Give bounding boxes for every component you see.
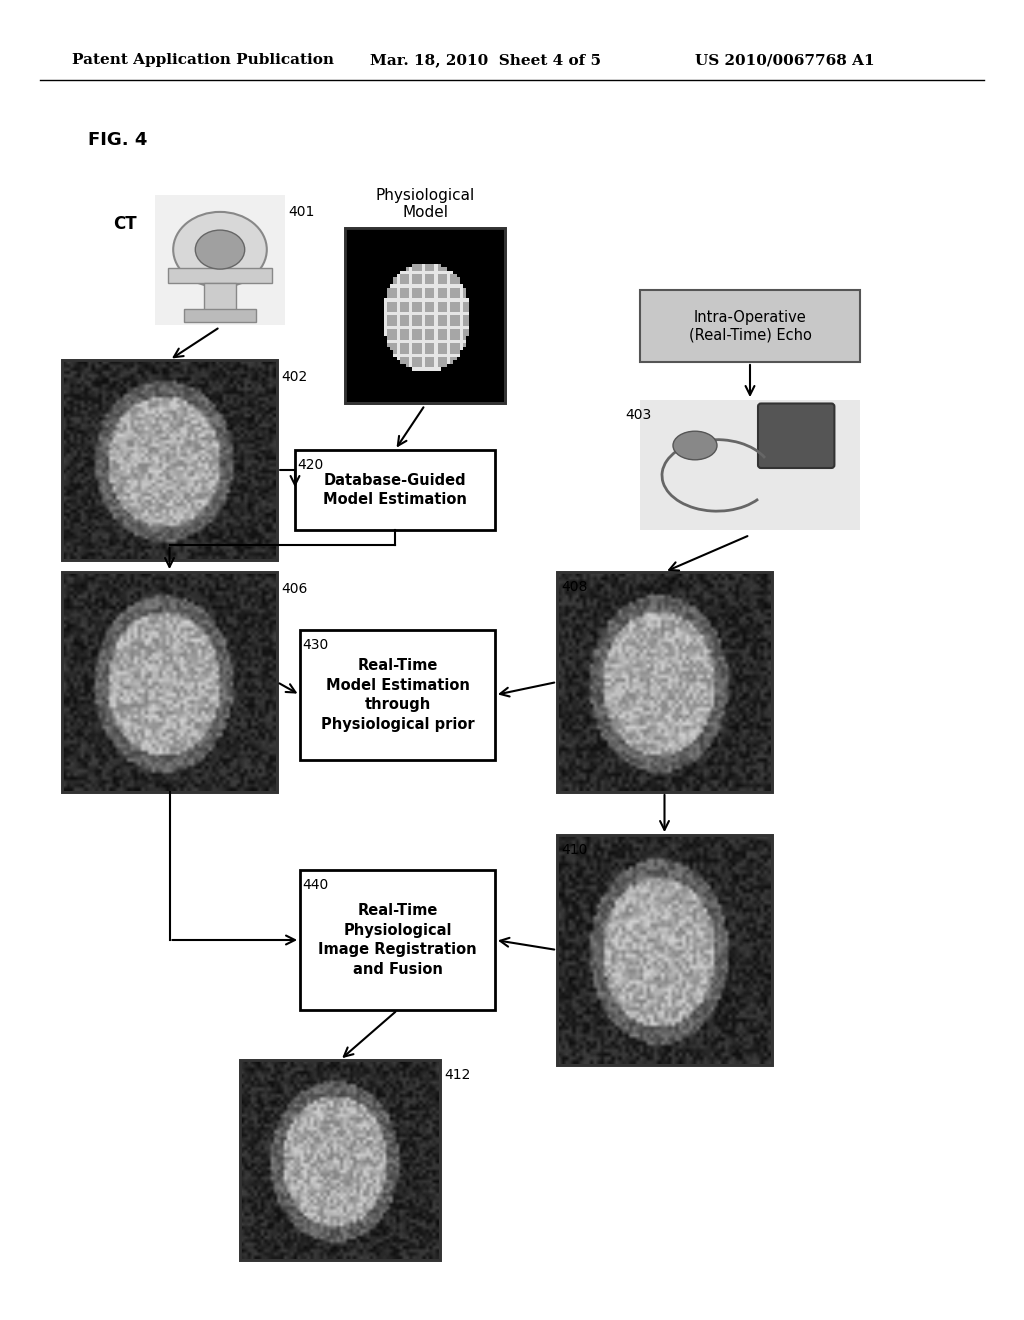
Bar [345,228,505,403]
Bar [557,572,772,792]
Text: Database-Guided
Model Estimation: Database-Guided Model Estimation [323,473,467,507]
Bar [183,309,256,322]
Bar [62,572,278,792]
Bar [557,836,772,1065]
Text: 402: 402 [281,370,307,384]
Bar [240,1060,440,1261]
Text: CT: CT [113,215,136,234]
Bar [62,360,278,560]
Text: Patent Application Publication: Patent Application Publication [72,53,334,67]
Text: Mar. 18, 2010  Sheet 4 of 5: Mar. 18, 2010 Sheet 4 of 5 [370,53,601,67]
Bar [557,572,772,792]
Text: 440: 440 [302,878,329,892]
Ellipse shape [673,432,717,459]
Text: 412: 412 [444,1068,470,1082]
Bar [640,400,860,531]
Text: 406: 406 [281,582,307,597]
Text: Intra-Operative
(Real-Time) Echo: Intra-Operative (Real-Time) Echo [688,310,811,342]
Bar [155,195,285,325]
Ellipse shape [196,230,245,269]
Text: 403: 403 [625,408,651,422]
Bar [168,268,272,284]
Text: 401: 401 [288,205,314,219]
Bar [205,284,236,314]
Bar [640,290,860,362]
Ellipse shape [173,213,267,288]
Text: 410: 410 [561,843,588,857]
Text: 420: 420 [297,458,324,473]
Text: 404: 404 [430,240,457,253]
Text: Physiological
Model: Physiological Model [376,187,475,220]
Text: 430: 430 [302,638,329,652]
Bar [300,630,495,760]
Text: 408: 408 [561,579,588,594]
Text: US 2010/0067768 A1: US 2010/0067768 A1 [695,53,874,67]
Bar [62,360,278,560]
Bar [300,870,495,1010]
FancyBboxPatch shape [758,404,835,469]
Bar [62,572,278,792]
Bar [345,228,505,403]
Bar [240,1060,440,1261]
Bar [295,450,495,531]
Text: Real-Time
Model Estimation
through
Physiological prior: Real-Time Model Estimation through Physi… [321,657,474,733]
Text: Real-Time
Physiological
Image Registration
and Fusion: Real-Time Physiological Image Registrati… [318,903,477,977]
Bar [557,836,772,1065]
Text: FIG. 4: FIG. 4 [88,131,147,149]
